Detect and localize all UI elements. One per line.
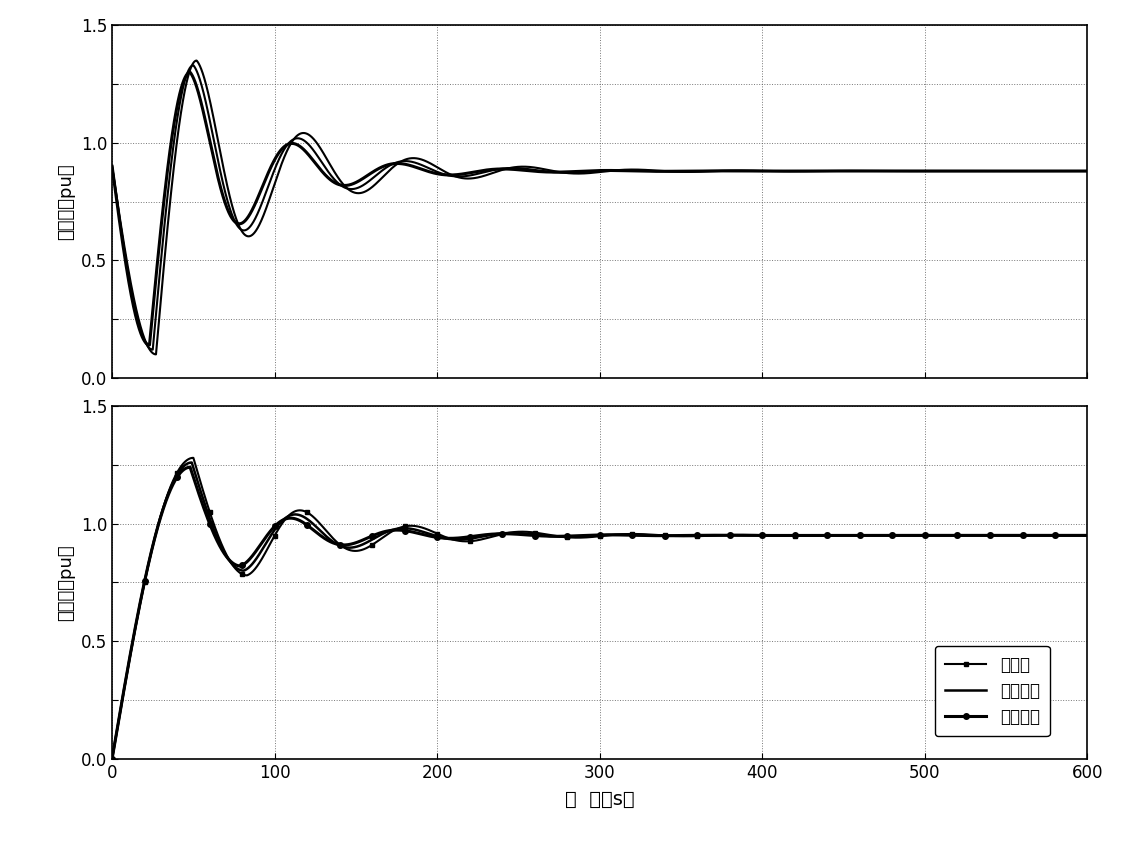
- 慢性补偶: [332, 540, 345, 550]
- 无补偶: [1073, 530, 1086, 540]
- 慢性补偶: [105, 754, 119, 764]
- 慢性补偶: [1081, 530, 1094, 540]
- 无补偶: [337, 542, 351, 552]
- 无补偶: [543, 529, 556, 540]
- Line: 增益补偶: 增益补偶: [112, 463, 1087, 759]
- 增益补偶: [332, 540, 345, 550]
- 无补偶: [1081, 530, 1094, 540]
- 增益补偶: [342, 543, 355, 553]
- Y-axis label: 热功率（pu）: 热功率（pu）: [57, 164, 75, 240]
- 慢性补偶: [473, 530, 487, 540]
- 慢性补偶: [342, 540, 355, 550]
- 慢性补偶: [183, 462, 196, 472]
- 慢性补偶: [337, 540, 351, 550]
- 无补偶: [105, 754, 119, 764]
- 增益补偶: [1081, 530, 1094, 540]
- Line: 无补偶: 无补偶: [110, 455, 1090, 761]
- 增益补偶: [473, 532, 487, 542]
- 增益补偶: [337, 542, 351, 552]
- Line: 慢性补偶: 慢性补偶: [110, 464, 1090, 761]
- 无补偶: [332, 539, 345, 549]
- X-axis label: 时  间（s）: 时 间（s）: [565, 790, 634, 809]
- 无补偶: [342, 545, 355, 555]
- 增益补偶: [1073, 530, 1086, 540]
- 增益补偶: [543, 531, 556, 541]
- 慢性补偶: [543, 531, 556, 541]
- 慢性补偶: [1073, 530, 1086, 540]
- 增益补偶: [105, 754, 119, 764]
- 增益补偶: [185, 458, 198, 468]
- 无补偶: [473, 534, 487, 545]
- 无补偶: [186, 453, 200, 463]
- Legend: 无补偶, 增益补偶, 慢性补偶: 无补偶, 增益补偶, 慢性补偶: [935, 646, 1049, 736]
- Y-axis label: 电功率（pu）: 电功率（pu）: [57, 544, 75, 620]
